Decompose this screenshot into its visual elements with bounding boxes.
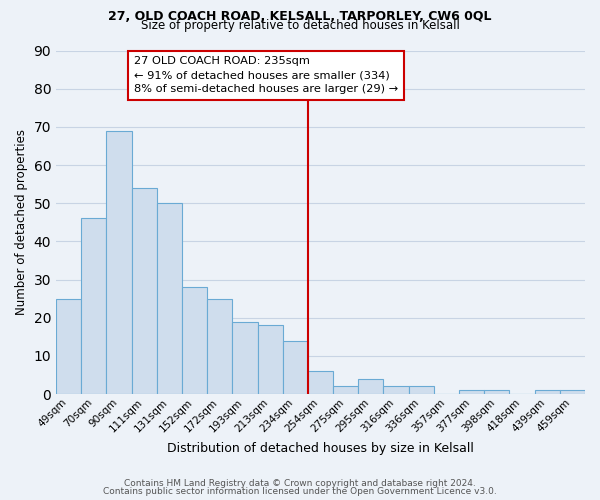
Bar [535,390,560,394]
X-axis label: Distribution of detached houses by size in Kelsall: Distribution of detached houses by size … [167,442,474,455]
Bar [560,390,585,394]
Bar [383,386,409,394]
Bar [207,298,232,394]
Bar [157,203,182,394]
Bar [283,340,308,394]
Bar [56,298,81,394]
Text: Contains HM Land Registry data © Crown copyright and database right 2024.: Contains HM Land Registry data © Crown c… [124,478,476,488]
Bar [182,287,207,394]
Bar [257,326,283,394]
Bar [459,390,484,394]
Text: 27 OLD COACH ROAD: 235sqm
← 91% of detached houses are smaller (334)
8% of semi-: 27 OLD COACH ROAD: 235sqm ← 91% of detac… [134,56,398,94]
Bar [81,218,106,394]
Bar [484,390,509,394]
Text: Contains public sector information licensed under the Open Government Licence v3: Contains public sector information licen… [103,487,497,496]
Bar [131,188,157,394]
Bar [333,386,358,394]
Bar [358,379,383,394]
Bar [106,130,131,394]
Bar [232,322,257,394]
Bar [308,371,333,394]
Bar [409,386,434,394]
Y-axis label: Number of detached properties: Number of detached properties [15,130,28,316]
Text: Size of property relative to detached houses in Kelsall: Size of property relative to detached ho… [140,19,460,32]
Text: 27, OLD COACH ROAD, KELSALL, TARPORLEY, CW6 0QL: 27, OLD COACH ROAD, KELSALL, TARPORLEY, … [108,10,492,23]
